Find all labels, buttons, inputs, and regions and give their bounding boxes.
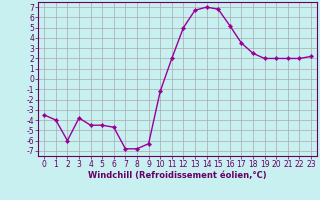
X-axis label: Windchill (Refroidissement éolien,°C): Windchill (Refroidissement éolien,°C) bbox=[88, 171, 267, 180]
